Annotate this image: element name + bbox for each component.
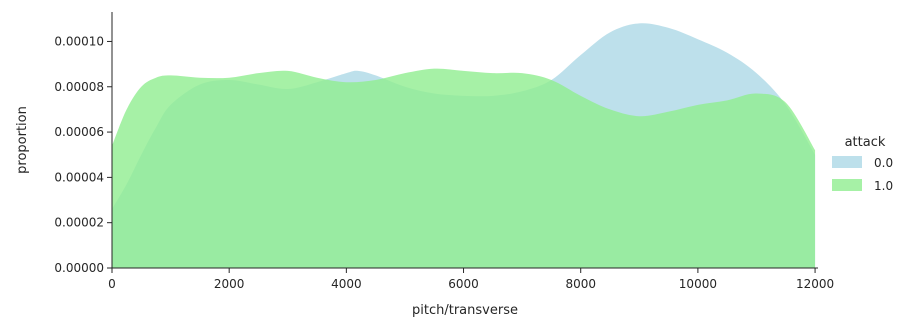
y-tick-label: 0.00002 [54, 216, 104, 230]
legend-title: attack [845, 135, 886, 150]
legend-label-attack-1.0: 1.0 [874, 179, 893, 193]
legend-swatch-attack-0.0 [832, 156, 862, 168]
y-tick-label: 0.00010 [54, 34, 104, 48]
x-tick-label: 8000 [565, 277, 596, 291]
y-tick-label: 0.00004 [54, 170, 104, 184]
x-tick-label: 2000 [214, 277, 245, 291]
legend-swatch-attack-1.0 [832, 179, 862, 191]
x-tick-label: 0 [108, 277, 116, 291]
x-tick-label: 10000 [679, 277, 717, 291]
y-tick-label: 0.00006 [54, 125, 104, 139]
y-tick-label: 0.00000 [54, 261, 104, 275]
y-axis-label: proportion [15, 106, 30, 174]
x-tick-label: 12000 [796, 277, 834, 291]
axes: 0 2000 4000 6000 8000 10000 12000 0.00000 0.0000… [15, 12, 834, 318]
x-tick-label: 4000 [331, 277, 362, 291]
x-tick-label: 6000 [448, 277, 479, 291]
y-tick-label: 0.00008 [54, 80, 104, 94]
plot-areas [112, 23, 816, 268]
legend-label-attack-0.0: 0.0 [874, 156, 893, 170]
density-area-attack-1.0 [112, 68, 816, 268]
x-axis-label: pitch/transverse [412, 303, 518, 318]
legend: attack 0.0 1.0 [832, 135, 893, 193]
